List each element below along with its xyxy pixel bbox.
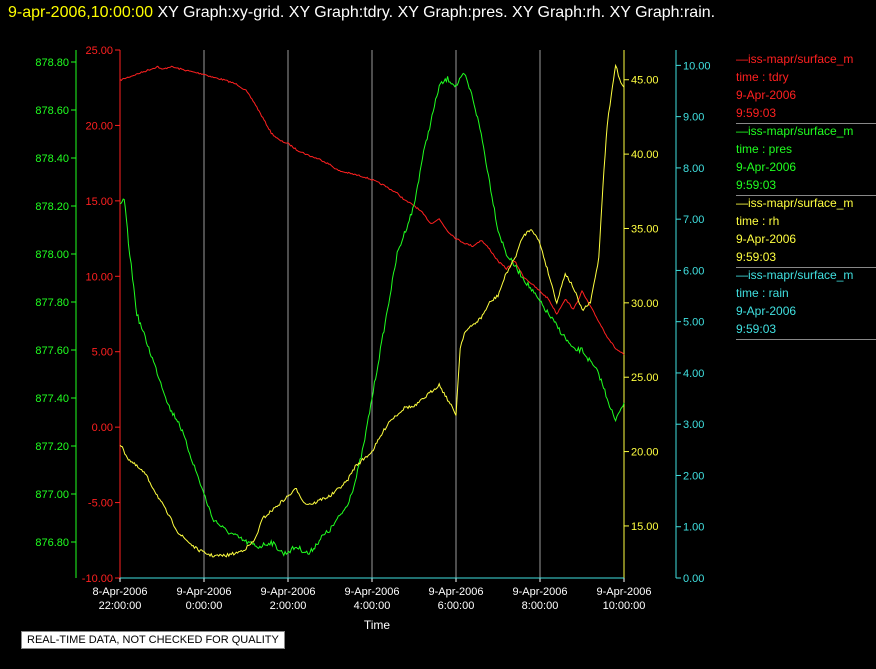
legend-divider [736,339,876,340]
pres-tick-label: 878.60 [35,105,69,117]
x-tick-label-date: 9-Apr-2006 [344,586,399,598]
legend-date: 9-Apr-2006 [736,88,797,102]
tdry-tick-label: 20.00 [85,120,113,132]
rain-tick-label: 10.00 [683,60,711,72]
pres-tick-label: 876.80 [35,537,69,549]
pres-tick-label: 877.20 [35,441,69,453]
pres-tick-label: 877.80 [35,297,69,309]
legend-entry-rh: —iss-mapr/surface_m time : rh 9-Apr-2006… [736,194,876,268]
pres-tick-label: 878.00 [35,249,69,261]
legend-time: 9:59:03 [736,106,777,120]
legend-series-name: —iss-mapr/surface_m [736,52,854,66]
chart-header: 9-apr-2006,10:00:00 XY Graph:xy-grid. XY… [8,4,715,22]
x-tick-label-time: 0:00:00 [186,600,223,612]
tdry-tick-label: 5.00 [92,347,113,359]
rh-tick-label: 20.00 [631,447,659,459]
legend-field: time : rain [736,286,789,300]
legend-time: 9:59:03 [736,178,777,192]
rain-tick-label: 0.00 [683,573,704,585]
legend-field: time : rh [736,214,780,228]
legend-divider [736,267,876,268]
rh-series-line [119,63,625,558]
legend-divider [736,123,876,124]
graph-title-5: XY Graph:rain. [609,4,716,21]
tdry-series-line [119,65,625,356]
legend-divider [736,195,876,196]
legend-time: 9:59:03 [736,322,777,336]
x-tick-label-date: 9-Apr-2006 [596,586,651,598]
tdry-tick-label: 10.00 [85,271,113,283]
graph-title-1: XY Graph:xy-grid. [157,4,285,21]
legend-entry-tdry: —iss-mapr/surface_m time : tdry 9-Apr-20… [736,50,876,124]
legend-series-name: —iss-mapr/surface_m [736,196,854,210]
tdry-tick-label: -5.00 [88,498,113,510]
legend-date: 9-Apr-2006 [736,232,797,246]
rain-tick-label: 5.00 [683,317,704,329]
pres-tick-label: 878.80 [35,57,69,69]
graph-title-4: XY Graph:rh. [512,4,606,21]
legend-field: time : pres [736,142,793,156]
rh-tick-label: 35.00 [631,223,659,235]
rh-tick-label: 45.00 [631,75,659,87]
x-tick-label-time: 22:00:00 [99,600,142,612]
legend-time: 9:59:03 [736,250,777,264]
legend-series-name: —iss-mapr/surface_m [736,124,854,138]
pres-tick-label: 878.20 [35,201,69,213]
legend-field: time : tdry [736,70,789,84]
x-axis-label: Time [364,618,391,632]
x-tick-label-time: 8:00:00 [522,600,559,612]
pres-tick-label: 877.60 [35,345,69,357]
legend-entry-pres: —iss-mapr/surface_m time : pres 9-Apr-20… [736,122,876,196]
rh-tick-label: 30.00 [631,298,659,310]
rain-tick-label: 1.00 [683,522,704,534]
legend-entry-rain: —iss-mapr/surface_m time : rain 9-Apr-20… [736,266,876,340]
graph-title-2: XY Graph:tdry. [288,4,394,21]
x-tick-label-date: 9-Apr-2006 [176,586,231,598]
x-tick-label-date: 8-Apr-2006 [92,586,147,598]
tdry-tick-label: 25.00 [85,45,113,57]
x-tick-label-time: 4:00:00 [354,600,391,612]
x-tick-label-time: 2:00:00 [270,600,307,612]
rain-tick-label: 6.00 [683,265,704,277]
rh-tick-label: 15.00 [631,521,659,533]
pres-tick-label: 877.00 [35,489,69,501]
rain-tick-label: 9.00 [683,112,704,124]
rain-tick-label: 2.00 [683,470,704,482]
rain-tick-label: 7.00 [683,214,704,226]
x-tick-label-date: 9-Apr-2006 [260,586,315,598]
legend-series-name: —iss-mapr/surface_m [736,268,854,282]
timestamp: 9-apr-2006,10:00:00 [8,4,153,21]
tdry-tick-label: -10.00 [82,573,113,585]
quality-note: REAL-TIME DATA, NOT CHECKED FOR QUALITY [21,631,285,649]
rh-tick-label: 25.00 [631,372,659,384]
tdry-tick-label: 15.00 [85,196,113,208]
graph-title-3: XY Graph:pres. [397,4,508,21]
pres-series-line [119,72,625,557]
legend-date: 9-Apr-2006 [736,160,797,174]
pres-tick-label: 877.40 [35,393,69,405]
x-tick-label-time: 10:00:00 [603,600,646,612]
rain-tick-label: 3.00 [683,419,704,431]
pres-tick-label: 878.40 [35,153,69,165]
tdry-tick-label: 0.00 [92,422,113,434]
x-tick-label-time: 6:00:00 [438,600,475,612]
rain-tick-label: 8.00 [683,163,704,175]
x-tick-label-date: 9-Apr-2006 [512,586,567,598]
legend-date: 9-Apr-2006 [736,304,797,318]
x-tick-label-date: 9-Apr-2006 [428,586,483,598]
rh-tick-label: 40.00 [631,149,659,161]
rain-tick-label: 4.00 [683,368,704,380]
